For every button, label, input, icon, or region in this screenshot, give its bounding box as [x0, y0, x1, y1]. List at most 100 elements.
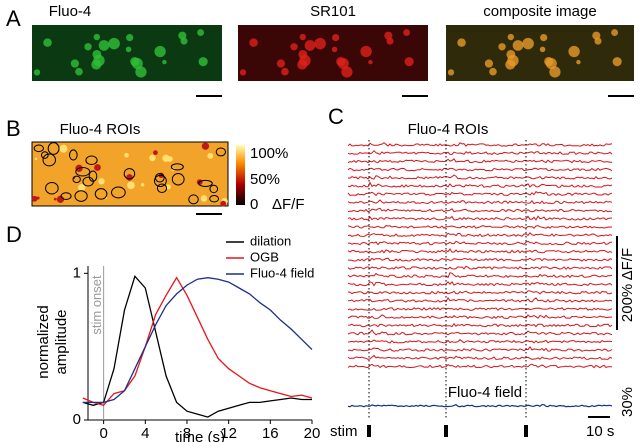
- line-chart: 0 4 8 12 16 20 0 1 time (s) normalized amplitude st…: [35, 233, 320, 442]
- panel-title: Fluo-4 ROIs: [60, 121, 141, 138]
- cell: [403, 29, 411, 36]
- panel-title: Fluo-4 ROIs: [408, 121, 489, 138]
- amp-scale-label: 200% ΔF/F: [619, 248, 636, 322]
- x-tick-label: 16: [262, 425, 279, 442]
- roi: [153, 174, 167, 188]
- traces: [347, 142, 613, 408]
- cell: [298, 50, 308, 59]
- cell: [549, 66, 561, 78]
- cell: [540, 33, 548, 42]
- cell: [239, 69, 247, 76]
- cell: [539, 46, 546, 53]
- legend-label: OGB: [250, 249, 279, 264]
- cell: [337, 58, 349, 70]
- cell: [506, 50, 516, 59]
- cell: [498, 43, 506, 51]
- roi: [188, 194, 199, 205]
- series-line: [82, 276, 313, 407]
- roi-trace: [347, 207, 613, 213]
- cell: [568, 45, 580, 58]
- cell: [178, 31, 187, 40]
- image-title: SR101: [310, 3, 356, 20]
- time-scale-label: 10 s: [586, 423, 614, 440]
- cell: [507, 33, 514, 41]
- speck: [127, 181, 135, 190]
- roi: [198, 179, 213, 187]
- roi-trace: [347, 322, 613, 328]
- cell: [384, 31, 393, 40]
- roi: [123, 168, 136, 180]
- speck: [31, 195, 38, 202]
- cell: [360, 45, 372, 58]
- series-line: [82, 275, 312, 418]
- cell: [332, 33, 340, 42]
- roi: [209, 194, 220, 203]
- panel-label: B: [6, 116, 21, 141]
- speck: [201, 142, 210, 150]
- stim-label: stim: [330, 423, 358, 440]
- roi-trace: [347, 346, 613, 352]
- y-axis-label: normalized: [35, 305, 52, 378]
- roi-trace: [347, 215, 613, 221]
- roi-trace: [347, 181, 613, 188]
- image-title: composite image: [483, 3, 596, 20]
- speck: [56, 195, 65, 203]
- cell: [198, 57, 208, 67]
- image-composite: [446, 25, 634, 81]
- scale-bars: [196, 95, 634, 215]
- speck: [124, 152, 129, 158]
- y-axis-label: amplitude: [53, 309, 70, 374]
- y-tick-label: 0: [73, 411, 81, 428]
- roi-trace: [347, 272, 613, 279]
- roi: [111, 186, 126, 199]
- stim-marks: [367, 425, 528, 437]
- roi: [42, 153, 56, 167]
- speck: [34, 157, 38, 161]
- roi-trace: [347, 339, 613, 344]
- images: [31, 25, 634, 207]
- colorbar-label: 100%: [250, 145, 288, 162]
- onset-label: stim onset: [89, 275, 104, 335]
- cell: [299, 33, 306, 41]
- roi: [40, 151, 49, 159]
- speck: [94, 164, 101, 171]
- image-sr101: [238, 25, 428, 81]
- roi: [209, 184, 219, 194]
- cell: [197, 29, 205, 36]
- roi-trace: [347, 167, 613, 172]
- speck: [149, 154, 156, 162]
- cell: [331, 46, 338, 53]
- panel-label: A: [6, 6, 21, 31]
- field-trace: [347, 403, 613, 408]
- roi: [82, 176, 94, 187]
- roi-trace: [347, 142, 613, 147]
- legend-label: dilation: [250, 233, 291, 248]
- x-axis-label: time (s): [175, 429, 225, 442]
- series-line: [82, 277, 313, 404]
- roi: [47, 142, 60, 155]
- field-title: Fluo-4 field: [448, 384, 522, 401]
- speck: [207, 153, 214, 159]
- y-tick-label: 1: [73, 264, 81, 281]
- x-tick-label: 20: [304, 425, 321, 442]
- cell: [545, 58, 557, 70]
- legend-label: Fluo-4 field: [250, 265, 314, 280]
- speck: [153, 150, 158, 156]
- cell: [314, 37, 326, 50]
- cell: [290, 43, 298, 51]
- roi-trace: [347, 329, 613, 336]
- cell: [576, 59, 581, 65]
- x-tick-label: 12: [220, 425, 237, 442]
- image-fluo4: [32, 25, 222, 81]
- speck: [53, 197, 57, 201]
- roi: [69, 149, 78, 161]
- roi: [171, 173, 185, 186]
- speck: [126, 174, 133, 181]
- roi-trace: [348, 240, 612, 246]
- cell: [612, 57, 622, 67]
- cell: [125, 46, 132, 53]
- x-tick-label: 0: [99, 425, 107, 442]
- cell: [489, 67, 497, 76]
- cell: [98, 40, 110, 51]
- roi: [94, 188, 108, 200]
